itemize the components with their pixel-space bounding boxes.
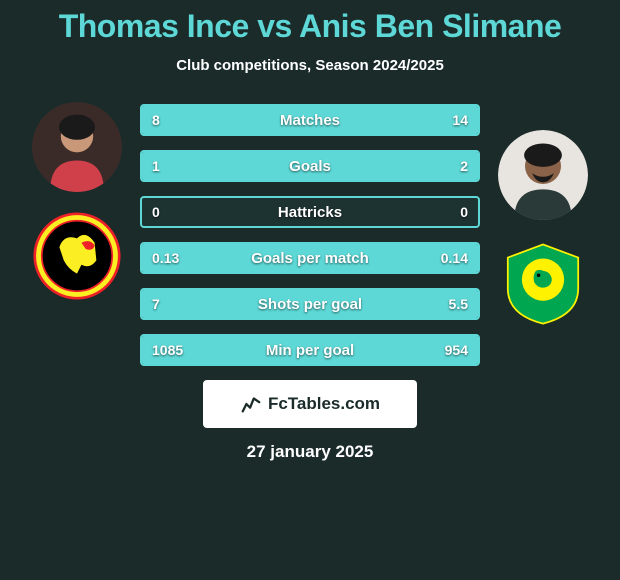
stat-label: Matches (142, 112, 478, 129)
page-title: Thomas Ince vs Anis Ben Slimane (0, 8, 620, 45)
stat-row: 75.5Shots per goal (140, 288, 480, 320)
player-right-avatar (498, 130, 588, 220)
stat-label: Goals (142, 158, 478, 175)
right-player-col (488, 98, 598, 328)
stat-row: 814Matches (140, 104, 480, 136)
norwich-badge-icon (499, 240, 587, 328)
player-left-avatar (32, 102, 122, 192)
stat-row: 1085954Min per goal (140, 334, 480, 366)
stat-row: 0.130.14Goals per match (140, 242, 480, 274)
stat-label: Min per goal (142, 342, 478, 359)
avatar-placeholder-icon (498, 130, 588, 220)
stat-label: Goals per match (142, 250, 478, 267)
stat-label: Shots per goal (142, 296, 478, 313)
left-player-col (22, 98, 132, 300)
brand-text: FcTables.com (268, 394, 380, 414)
player-right-club-badge (499, 240, 587, 328)
stat-row: 12Goals (140, 150, 480, 182)
subtitle: Club competitions, Season 2024/2025 (0, 57, 620, 74)
stat-label: Hattricks (142, 204, 478, 221)
stat-row: 00Hattricks (140, 196, 480, 228)
player-left-club-badge (33, 212, 121, 300)
footer: FcTables.com 27 january 2025 (0, 380, 620, 462)
comparison-content: 814Matches 12Goals 00Hattricks 0.130.14Goal… (0, 98, 620, 366)
avatar-placeholder-icon (32, 102, 122, 192)
stats-column: 814Matches 12Goals 00Hattricks 0.130.14Goal… (140, 98, 480, 366)
chart-icon (240, 393, 262, 415)
watford-badge-icon (33, 212, 121, 300)
date-label: 27 january 2025 (247, 442, 374, 462)
brand-badge: FcTables.com (203, 380, 417, 428)
